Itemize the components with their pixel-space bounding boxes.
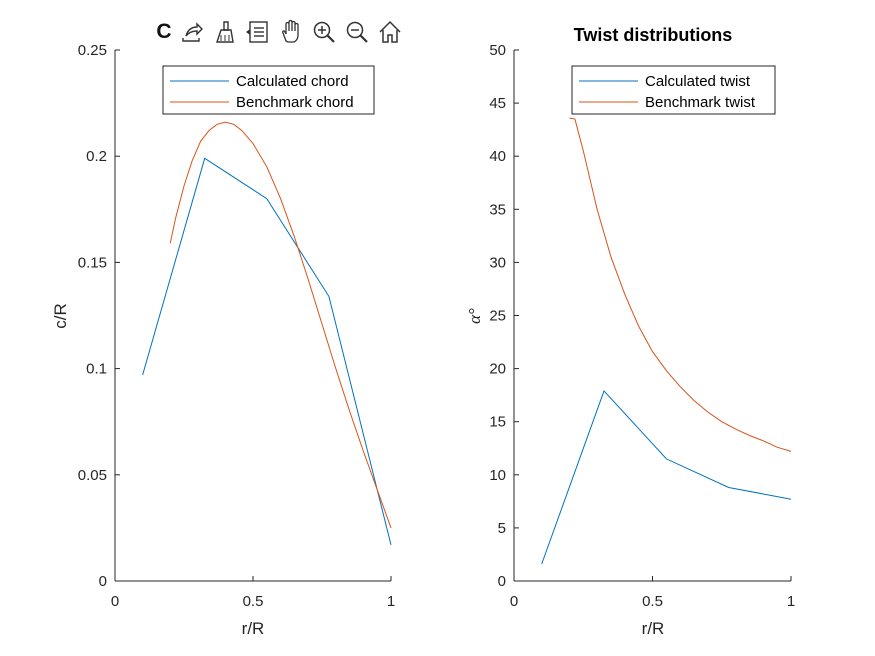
twist-y-tick-label: 0: [498, 573, 506, 590]
twist-y-tick-label: 45: [489, 95, 506, 112]
zoom-in-icon[interactable]: [308, 17, 339, 48]
home-icon[interactable]: [374, 17, 405, 48]
twist-legend[interactable]: Calculated twist Benchmark twist: [571, 65, 776, 115]
chord-plot-lines: [142, 121, 392, 546]
legend-label-calculated-chord: Calculated chord: [236, 73, 349, 90]
twist-series-calculated: [541, 389, 792, 565]
twist-y-tick-label: 10: [489, 467, 506, 484]
chord-y-tick-label: 0.25: [78, 42, 107, 59]
chord-y-tick-label: 0.05: [78, 467, 107, 484]
chord-legend[interactable]: Calculated chord Benchmark chord: [162, 65, 375, 115]
chord-y-tick-label: 0.2: [86, 148, 107, 165]
chord-x-tick-label: 1: [387, 593, 395, 610]
twist-legend-box: [571, 65, 776, 115]
twist-y-tick-label: 40: [489, 148, 506, 165]
twist-y-tick-label: 50: [489, 42, 506, 59]
chord-legend-box: [162, 65, 375, 115]
chord-series-calculated: [142, 157, 392, 546]
chord-axes[interactable]: 0 0.5 1 0 0.05 0.1 0.15 0.2 0.25 r/R c/R Calcula…: [51, 42, 395, 638]
twist-chart-title: Twist distributions: [574, 25, 733, 45]
chord-axis-ticks: 0 0.5 1 0 0.05 0.1 0.15 0.2 0.25: [78, 42, 395, 610]
legend-toggle-icon[interactable]: [242, 17, 273, 48]
legend-label-benchmark-twist: Benchmark twist: [645, 94, 756, 111]
chord-x-tick-label: 0: [111, 593, 119, 610]
chord-y-tick-label: 0.15: [78, 254, 107, 271]
legend-label-benchmark-chord: Benchmark chord: [236, 94, 354, 111]
pan-hand-icon[interactable]: [275, 17, 306, 48]
twist-y-tick-label: 30: [489, 254, 506, 271]
chord-y-axis-label: c/R: [51, 303, 70, 329]
chord-y-tick-label: 0: [99, 573, 107, 590]
twist-plot-lines: [541, 117, 792, 565]
twist-y-tick-label: 35: [489, 201, 506, 218]
twist-y-tick-label: 20: [489, 361, 506, 378]
zoom-out-icon[interactable]: [341, 17, 372, 48]
twist-y-tick-label: 25: [489, 308, 506, 325]
chord-x-tick-label: 0.5: [243, 593, 264, 610]
twist-y-tick-label: 15: [489, 414, 506, 431]
export-icon[interactable]: [176, 17, 207, 48]
twist-series-benchmark: [569, 117, 792, 452]
brush-icon[interactable]: [209, 17, 240, 48]
twist-x-axis-label: r/R: [642, 619, 665, 638]
twist-y-axis-label: α°: [465, 308, 484, 324]
chord-y-tick-label: 0.1: [86, 361, 107, 378]
twist-x-tick-label: 1: [787, 593, 795, 610]
legend-label-calculated-twist: Calculated twist: [645, 73, 751, 90]
twist-y-tick-label: 5: [498, 520, 506, 537]
twist-x-tick-label: 0.5: [642, 593, 663, 610]
twist-x-tick-label: 0: [510, 593, 518, 610]
chord-x-axis-label: r/R: [242, 619, 265, 638]
axes-toolbar: C: [154, 16, 405, 48]
chord-series-benchmark: [169, 121, 392, 529]
chord-chart-title: C: [156, 20, 172, 43]
